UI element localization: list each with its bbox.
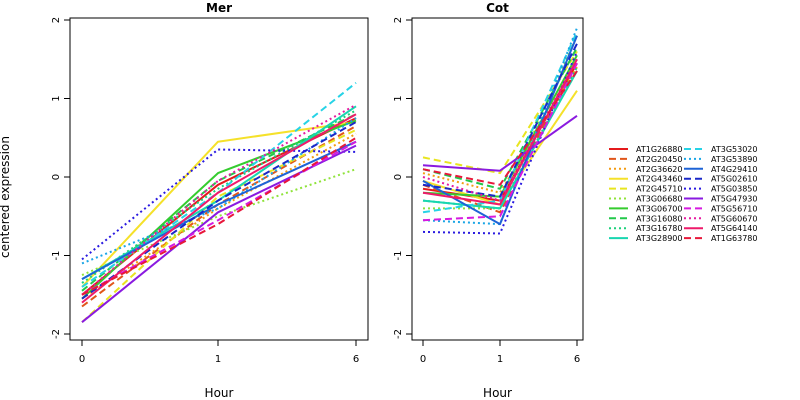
series-line-at3g06680 xyxy=(423,35,578,210)
series-line-at5g03850 xyxy=(422,51,578,235)
legend-item: AT5G60670 xyxy=(684,214,757,223)
x-tick-label: 1 xyxy=(215,354,221,365)
series-line-at2g45710 xyxy=(422,50,578,175)
series-line-at3g28900 xyxy=(422,70,578,210)
series-line-at2g43460 xyxy=(81,121,357,288)
series-line-at5g60670 xyxy=(422,58,578,202)
series-line-at4g29410 xyxy=(422,35,578,226)
legend-label: AT5G02610 xyxy=(711,175,757,184)
series-line-at5g02610 xyxy=(422,43,578,198)
y-tick-label: 1 xyxy=(393,95,404,101)
y-tick-label: -1 xyxy=(393,251,404,261)
panel-mer: Mer -2 -1 0 1 2 0 1 6 Hour xyxy=(51,1,369,400)
series-lines xyxy=(422,27,578,235)
series-line-at2g20450 xyxy=(81,125,357,308)
plot-frame xyxy=(411,17,584,341)
legend-label: AT4G29410 xyxy=(711,165,757,174)
x-tick-label: 0 xyxy=(79,354,85,365)
legend-item: AT3G06680 xyxy=(609,195,682,204)
series-line-at5g47930 xyxy=(422,114,578,172)
series-line-at5g56710 xyxy=(81,140,357,296)
legend-item: AT1G63780 xyxy=(684,234,757,243)
legend-label: AT5G64140 xyxy=(711,224,757,233)
x-tick-label: 6 xyxy=(353,354,359,365)
legend-label: AT1G26880 xyxy=(636,145,682,154)
x-axis-label: Hour xyxy=(205,386,234,400)
legend-item: AT2G43460 xyxy=(609,175,682,184)
panel-title: Cot xyxy=(486,1,509,15)
x-tick-label: 6 xyxy=(574,354,580,365)
series-line-at3g53890 xyxy=(81,117,357,265)
panel-title: Mer xyxy=(206,1,232,15)
series-line-at3g53890 xyxy=(422,27,578,226)
legend-item: AT5G56710 xyxy=(684,204,757,213)
series-line-at5g03850 xyxy=(81,148,357,261)
series-line-at5g47930 xyxy=(81,144,357,323)
y-tick-label: -1 xyxy=(51,251,62,261)
legend-item: AT3G16080 xyxy=(609,214,682,223)
y-tick-label: 0 xyxy=(51,174,62,180)
series-line-at4g29410 xyxy=(81,140,357,280)
series-line-at5g64140 xyxy=(81,113,357,304)
series-line-at3g16080 xyxy=(422,47,578,190)
y-tick-label: 0 xyxy=(393,174,404,180)
x-tick-label: 1 xyxy=(497,354,503,365)
legend-label: AT2G36620 xyxy=(636,165,682,174)
series-line-at3g16780 xyxy=(81,109,357,284)
legend-item: AT3G53890 xyxy=(684,155,757,164)
legend-label: AT1G63780 xyxy=(711,234,757,243)
series-line-at5g56710 xyxy=(422,62,578,222)
legend-item: AT3G53020 xyxy=(684,145,757,154)
series-line-at2g45710 xyxy=(81,128,357,323)
series-lines xyxy=(81,82,357,323)
series-line-at2g36620 xyxy=(422,66,578,194)
legend-label: AT3G53890 xyxy=(711,155,757,164)
legend-item: AT3G16780 xyxy=(609,224,682,233)
legend-label: AT3G06700 xyxy=(636,204,682,213)
legend-item: AT5G47930 xyxy=(684,195,757,204)
legend-label: AT5G47930 xyxy=(711,195,757,204)
legend-label: AT2G20450 xyxy=(636,155,682,164)
y-axis-label: centered expression xyxy=(0,136,12,258)
legend-item: AT2G45710 xyxy=(609,185,682,194)
x-tick-label: 0 xyxy=(420,354,426,365)
legend-label: AT3G28900 xyxy=(636,234,682,243)
plot-frame xyxy=(69,17,369,341)
legend-item: AT2G20450 xyxy=(609,155,682,164)
legend-item: AT5G64140 xyxy=(684,224,757,233)
y-tick-label: -2 xyxy=(393,329,404,339)
legend: AT1G26880AT2G20450AT2G36620AT2G43460AT2G… xyxy=(609,145,757,243)
x-axis-label: Hour xyxy=(483,386,512,400)
legend-item: AT2G36620 xyxy=(609,165,682,174)
y-tick-label: 2 xyxy=(393,17,404,23)
legend-label: AT3G16080 xyxy=(636,214,682,223)
legend-label: AT3G06680 xyxy=(636,195,682,204)
legend-label: AT5G60670 xyxy=(711,214,757,223)
legend-item: AT3G28900 xyxy=(609,234,682,243)
legend-item: AT5G02610 xyxy=(684,175,757,184)
legend-item: AT3G06700 xyxy=(609,204,682,213)
legend-label: AT2G45710 xyxy=(636,185,682,194)
legend-label: AT3G53020 xyxy=(711,145,757,154)
legend-label: AT5G03850 xyxy=(711,185,757,194)
legend-label: AT3G16780 xyxy=(636,224,682,233)
legend-item: AT1G26880 xyxy=(609,145,682,154)
panel-cot: Cot -2 -1 0 1 2 0 1 6 Hour xyxy=(393,1,584,400)
legend-label: AT5G56710 xyxy=(711,204,757,213)
series-line-at3g06680 xyxy=(81,168,357,277)
legend-label: AT2G43460 xyxy=(636,175,682,184)
legend-item: AT4G29410 xyxy=(684,165,757,174)
series-line-at1g63780 xyxy=(422,70,578,186)
y-tick-label: -2 xyxy=(51,329,62,339)
y-tick-label: 1 xyxy=(51,95,62,101)
y-tick-label: 2 xyxy=(51,17,62,23)
legend-item: AT5G03850 xyxy=(684,185,757,194)
